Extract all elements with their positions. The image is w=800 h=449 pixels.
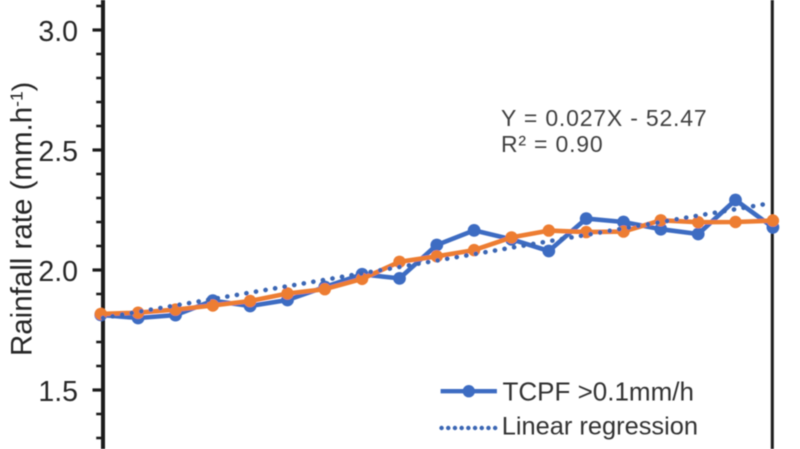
svg-text:2.5: 2.5 (38, 136, 78, 168)
svg-text:Y = 0.027X - 52.47: Y = 0.027X - 52.47 (501, 105, 707, 131)
svg-text:1.5: 1.5 (38, 376, 78, 408)
svg-text:TCPF >0.1mm/h: TCPF >0.1mm/h (503, 377, 694, 407)
svg-text:2.0: 2.0 (38, 256, 78, 288)
svg-text:Rainfall rate (mm.h-1): Rainfall rate (mm.h-1) (6, 82, 39, 356)
svg-text:Linear regression: Linear regression (502, 412, 698, 440)
svg-text:R² = 0.90: R² = 0.90 (501, 131, 603, 157)
svg-text:3.0: 3.0 (38, 16, 78, 48)
